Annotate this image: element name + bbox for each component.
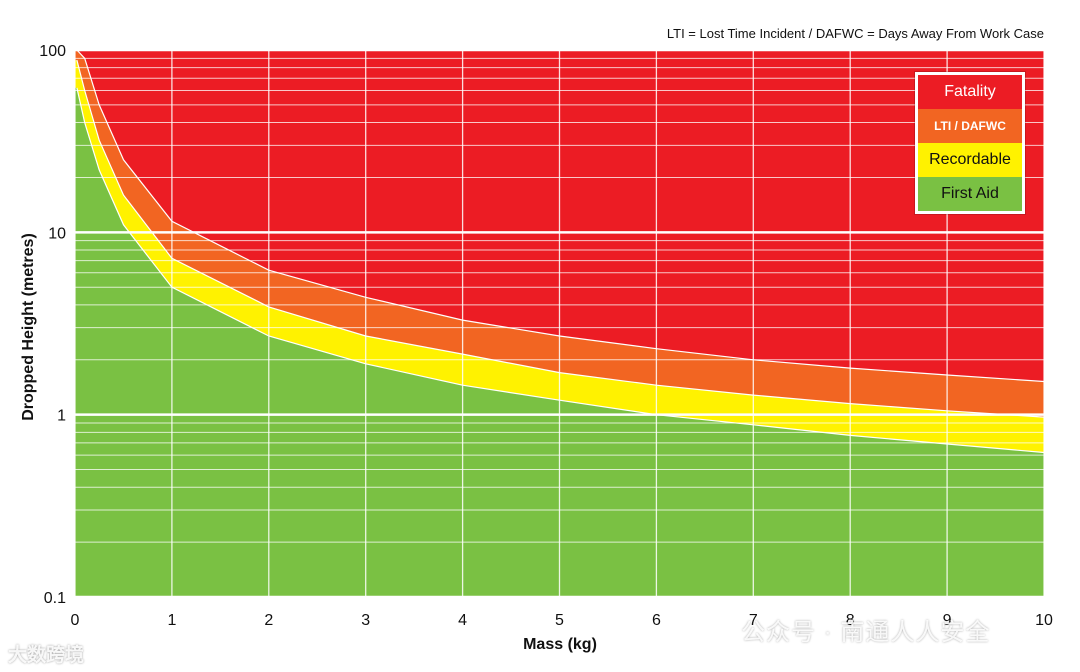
wechat-icon xyxy=(705,621,735,646)
x-tick-label: 0 xyxy=(71,612,80,629)
y-axis-label: Dropped Height (metres) xyxy=(20,233,37,421)
boundary-curve xyxy=(76,87,1045,454)
y-tick-label: 100 xyxy=(39,43,66,60)
y-tick-label: 1 xyxy=(57,408,66,425)
watermark-right: 公众号 · 南通人人安全 xyxy=(705,612,990,647)
y-tick-label: 10 xyxy=(48,225,66,242)
boundary-curve xyxy=(76,49,1045,383)
watermark-left: 大数跨境 xyxy=(8,640,84,667)
legend-item-lti: LTI / DAFWC xyxy=(918,109,1022,143)
x-tick-label: 2 xyxy=(264,612,273,629)
x-tick-label: 10 xyxy=(1035,612,1053,629)
x-tick-label: 6 xyxy=(652,612,661,629)
x-tick-label: 3 xyxy=(361,612,370,629)
y-tick-label: 0.1 xyxy=(44,590,66,607)
x-tick-label: 7 xyxy=(749,612,758,629)
legend-item-recordable: Recordable xyxy=(918,143,1022,177)
x-tick-label: 8 xyxy=(846,612,855,629)
x-tick-label: 1 xyxy=(167,612,176,629)
x-tick-label: 5 xyxy=(555,612,564,629)
boundary-curve xyxy=(76,59,1045,418)
watermark-left-text: 大数跨境 xyxy=(8,645,85,666)
x-tick-label: 4 xyxy=(458,612,467,629)
legend-item-fatality: Fatality xyxy=(918,75,1022,109)
legend-item-first-aid: First Aid xyxy=(918,177,1022,211)
chart-note: LTI = Lost Time Incident / DAFWC = Days … xyxy=(666,26,1044,41)
legend: Fatality LTI / DAFWC Recordable First Ai… xyxy=(915,72,1025,214)
x-axis-label: Mass (kg) xyxy=(523,636,597,653)
x-tick-label: 9 xyxy=(943,612,952,629)
watermark-right-text: 公众号 · 南通人人安全 xyxy=(741,619,991,646)
